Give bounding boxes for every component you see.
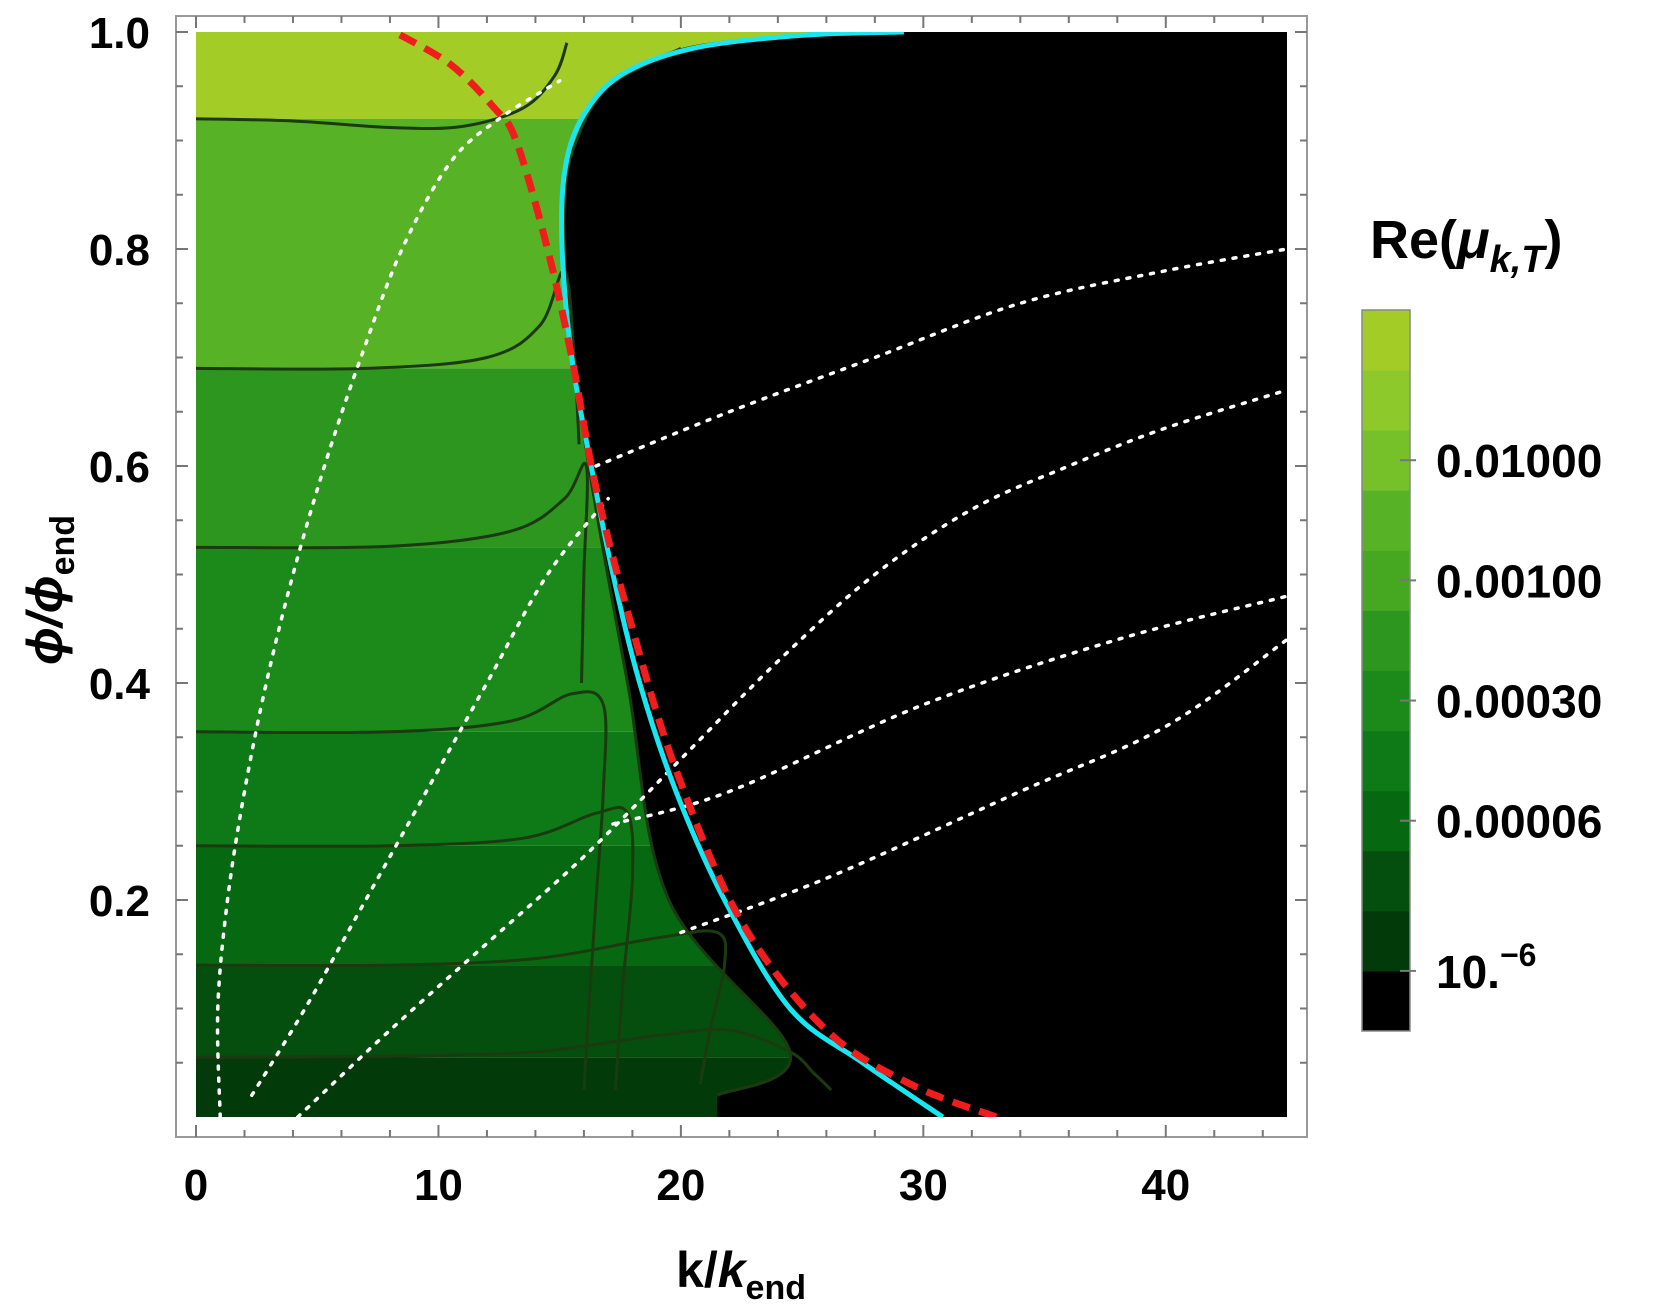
- contour-line: [562, 46, 792, 1097]
- colorbar-label: 0.00006: [1436, 796, 1602, 848]
- y-axis-tick-labels: 0.2 0.4 0.6 0.8 1.0: [89, 9, 151, 926]
- x-axis-title: k/kend: [676, 1242, 806, 1307]
- colorbar: Re(μk,T) 0.01000 0.00100 0.00030 0.00006 10.…: [1361, 210, 1602, 1032]
- colorbar-frame: [1361, 309, 1411, 1032]
- contour-line: [196, 42, 569, 131]
- y-tick-label: 0.8: [89, 226, 150, 275]
- y-tick-label: 1.0: [89, 9, 150, 58]
- white-dotted-curve: [250, 496, 610, 1098]
- colorbar-label: 0.01000: [1436, 435, 1602, 487]
- colorbar-band: [1362, 850, 1410, 912]
- y-tick-label: 0.4: [89, 660, 151, 709]
- white-dotted-curve: [296, 388, 1287, 1117]
- contour-line: [196, 805, 635, 1091]
- colorbar-band: [1362, 490, 1410, 551]
- contour-line: [196, 690, 608, 1090]
- y-axis-title: ϕ/ϕend: [17, 515, 82, 665]
- plot-area: [175, 15, 1308, 1138]
- heatmap-fill: [196, 32, 1287, 1117]
- colorbar-title: Re(μk,T): [1370, 210, 1562, 281]
- y-tick-label: 0.2: [89, 877, 150, 926]
- colorbar-bands: [1361, 309, 1411, 1032]
- red-dashed-curve: [393, 32, 998, 1117]
- x-tick-label: 40: [1141, 1161, 1190, 1210]
- white-dotted-curve: [594, 247, 1287, 468]
- colorbar-band: [1362, 310, 1410, 371]
- colorbar-band: [1362, 730, 1410, 792]
- colorbar-label: 10.−6: [1436, 937, 1536, 998]
- x-tick-label: 30: [899, 1161, 948, 1210]
- colorbar-label: 0.00100: [1436, 555, 1602, 607]
- x-axis-tick-labels: 0 10 20 30 40: [184, 1161, 1190, 1210]
- colorbar-labels: 0.01000 0.00100 0.00030 0.00006 10.−6: [1400, 435, 1602, 998]
- dark-region: [563, 32, 1287, 1117]
- colorbar-band: [1362, 610, 1410, 671]
- colorbar-band: [1362, 910, 1410, 972]
- y-tick-label: 0.6: [89, 443, 150, 492]
- axis-ticks: [176, 16, 1307, 1137]
- colorbar-label: 0.00030: [1436, 676, 1602, 728]
- white-dotted-curve: [611, 594, 1287, 826]
- contour-line: [196, 1027, 833, 1091]
- highlight-curves: [393, 32, 998, 1117]
- colorbar-band: [1362, 970, 1410, 1032]
- x-tick-label: 20: [656, 1161, 705, 1210]
- x-tick-label: 0: [184, 1161, 208, 1210]
- colorbar-band: [1362, 370, 1410, 431]
- contour-line: [196, 929, 728, 1085]
- white-dotted-curves: [215, 79, 1287, 1117]
- contour-line: [196, 461, 589, 684]
- white-dotted-curve: [215, 79, 562, 1117]
- x-tick-label: 10: [414, 1161, 463, 1210]
